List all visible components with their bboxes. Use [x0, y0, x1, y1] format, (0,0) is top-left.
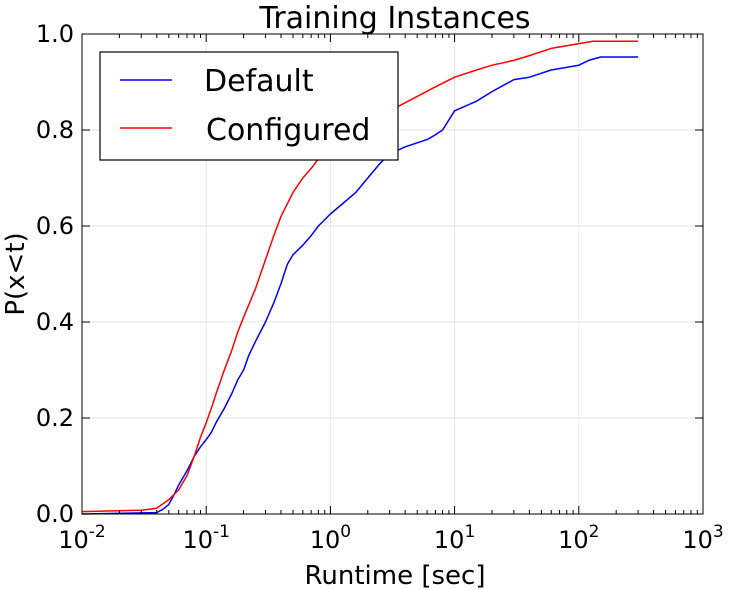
y-axis-label: P(x<t) — [1, 232, 31, 315]
x-tick-label: 10-2 — [58, 522, 106, 554]
x-tick-label: 10-1 — [182, 522, 230, 554]
legend-box — [99, 51, 399, 161]
series-layer — [81, 40, 639, 515]
y-tick-label: 1.0 — [36, 20, 74, 48]
x-tick-label: 101 — [434, 522, 475, 554]
legend: Default Configured — [99, 51, 399, 161]
y-tick-label: 0.6 — [36, 212, 74, 240]
tick-labels: 10-2 10-1 100 101 102 103 0.0 0.2 0.4 0.6 0.8 1.0 — [36, 20, 724, 554]
tick-marks — [81, 33, 704, 515]
y-tick-label: 0.4 — [36, 308, 74, 336]
series-line-configured — [81, 40, 639, 513]
x-axis-label: Runtime [sec] — [305, 561, 486, 590]
y-tick-label: 0.2 — [36, 404, 74, 432]
plot-frame — [81, 33, 704, 515]
legend-label-default: Default — [204, 64, 314, 99]
legend-label-configured: Configured — [206, 113, 370, 148]
series-line-default — [81, 56, 639, 515]
y-tick-label: 0.8 — [36, 116, 74, 144]
chart-title: Training Instances — [258, 1, 530, 36]
x-tick-label: 103 — [682, 522, 723, 554]
y-tick-label: 0.0 — [36, 500, 74, 528]
x-tick-label: 102 — [558, 522, 599, 554]
x-tick-label: 100 — [310, 522, 351, 554]
